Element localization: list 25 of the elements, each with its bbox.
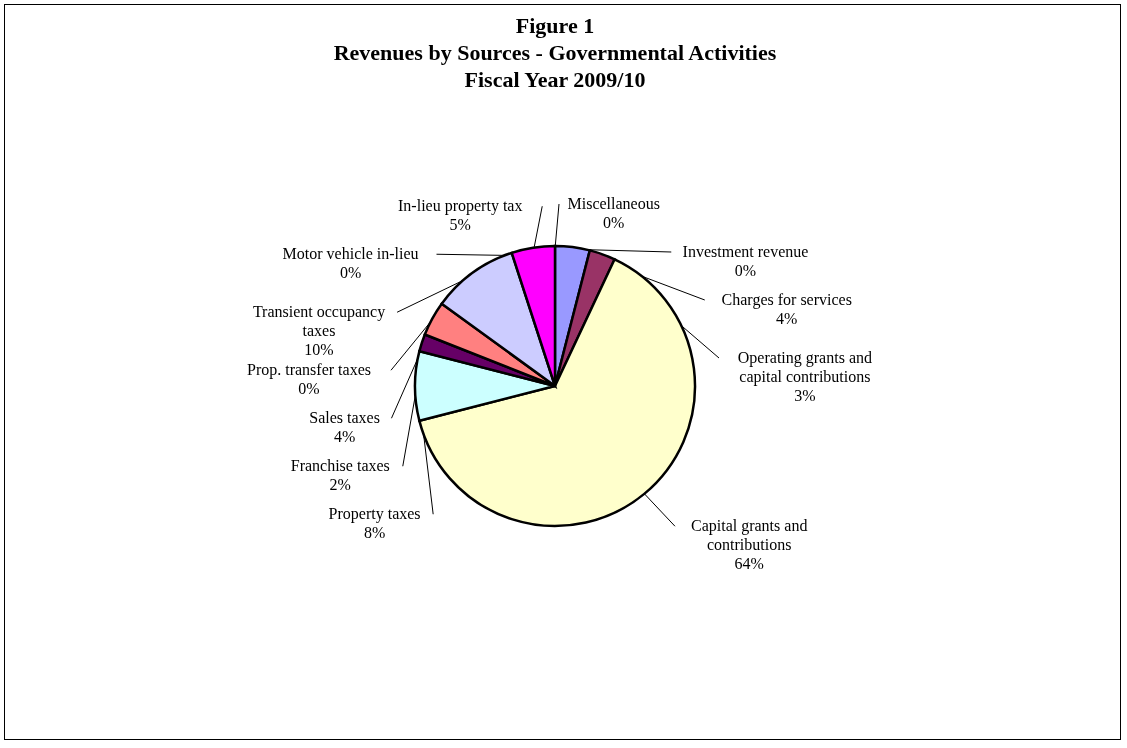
text: 0%: [603, 214, 625, 231]
data-label: 8%: [363, 524, 386, 542]
category-label: Investment revenue: [682, 243, 809, 260]
text: 0%: [298, 380, 320, 398]
data-label: 2%: [329, 476, 351, 494]
data-label: 5%: [449, 216, 471, 234]
legend-label: Motor vehicle in-lieu: [282, 245, 419, 263]
category-label: Prop. transfer taxes: [247, 361, 371, 379]
chart-title: Figure 1 Revenues by Sources - Governmental Activities Fiscal Year 2009/10: [333, 13, 777, 92]
data-label: 3%: [794, 387, 816, 404]
slice-label: Charges for services: [721, 291, 852, 309]
data-label: 4%: [333, 428, 356, 446]
slice-label: Property taxes: [328, 505, 421, 524]
slice-label: Operating grants and capital contributions: [737, 349, 872, 386]
slice-label: Franchise taxes: [290, 457, 390, 475]
slice-label: Capital grants and contributions: [690, 517, 808, 554]
text: 0%: [339, 264, 362, 282]
slice-label: Sales taxes: [309, 409, 380, 427]
slice-label: Transient occupancy taxes: [252, 303, 386, 340]
category-label: Miscellaneous: [567, 195, 660, 212]
data-label: 10%: [304, 341, 334, 359]
data-label: 64%: [734, 555, 764, 573]
data-label: 4%: [776, 310, 798, 327]
slice-label: In-lieu property tax: [398, 197, 523, 216]
text: 0%: [734, 262, 757, 279]
